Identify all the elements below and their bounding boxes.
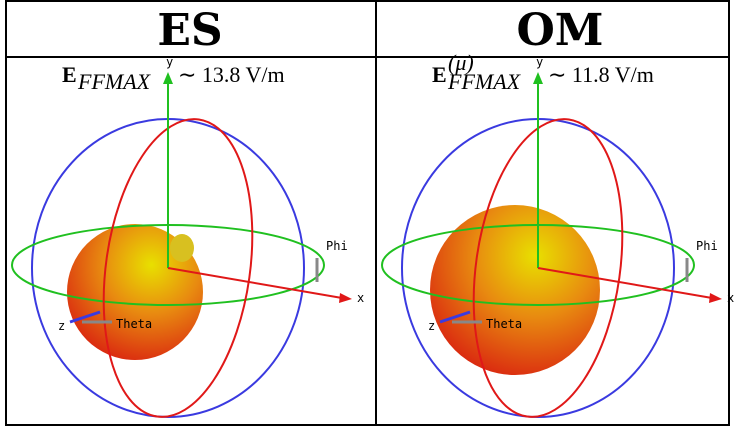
figure: ESyxzThetaPhiEFFMAX∼ 13.8 V/mOMyxzThetaP…	[0, 0, 736, 429]
field-superscript: (μ)	[448, 50, 474, 75]
x-arrow	[339, 293, 352, 303]
axis-label-z: z	[428, 319, 435, 333]
field-subscript: FFMAX	[77, 69, 152, 94]
axis-label-x: x	[727, 291, 734, 305]
field-value: ∼ 13.8 V/m	[178, 62, 285, 87]
y-arrow	[533, 72, 543, 84]
field-symbol: E	[62, 62, 77, 87]
axis-label-phi: Phi	[696, 239, 718, 253]
field-symbol: E	[432, 62, 447, 87]
axis-label-theta: Theta	[486, 317, 522, 331]
x-arrow	[709, 293, 722, 303]
axis-label-x: x	[357, 291, 364, 305]
axis-label-y: y	[166, 55, 173, 69]
axis-label-y: y	[536, 55, 543, 69]
field-value: ∼ 11.8 V/m	[548, 62, 654, 87]
pattern-lobe	[170, 234, 194, 262]
axis-label-theta: Theta	[116, 317, 152, 331]
axis-label-z: z	[58, 319, 65, 333]
panel-title: ES	[157, 5, 222, 56]
panel-title: OM	[516, 5, 603, 56]
axis-label-phi: Phi	[326, 239, 348, 253]
y-arrow	[163, 72, 173, 84]
